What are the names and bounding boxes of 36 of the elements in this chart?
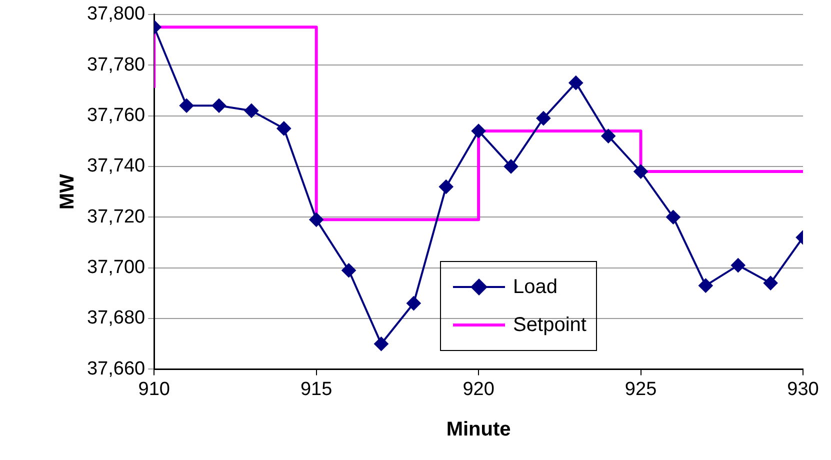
point: [439, 180, 454, 194]
y-tick-label: 37,780: [86, 54, 146, 76]
point: [374, 336, 388, 351]
point: [601, 129, 616, 144]
y-tick-label: 37,740: [86, 156, 146, 177]
point: [504, 159, 518, 174]
x-axis-title: Minute: [446, 418, 511, 441]
point: [764, 276, 778, 290]
point: [212, 98, 226, 113]
point: [666, 210, 680, 224]
point: [309, 212, 324, 227]
y-tick-label: 37,660: [86, 358, 146, 380]
y-tick-label: 37,680: [86, 308, 146, 329]
x-tick-label: 915: [300, 378, 332, 400]
point: [731, 258, 746, 272]
point: [276, 121, 291, 136]
y-tick-label: 37,720: [86, 206, 146, 228]
legend-label: Setpoint: [513, 314, 586, 337]
point: [342, 263, 356, 278]
x-tick-label: 930: [787, 378, 819, 400]
x-tick-label: 910: [138, 378, 170, 400]
y-tick-label: 37,700: [86, 257, 146, 278]
y-tick-label: 37,800: [86, 4, 146, 25]
point: [536, 111, 550, 126]
y-tick-label: 37,760: [86, 105, 146, 126]
legend-label: Load: [513, 276, 558, 299]
x-tick-label: 920: [462, 378, 494, 400]
point: [698, 278, 713, 293]
point: [180, 98, 194, 113]
point: [634, 164, 648, 179]
y-axis-title: MW: [56, 174, 79, 210]
point: [568, 76, 583, 90]
x-tick-label: 925: [624, 378, 657, 400]
point: [406, 296, 421, 310]
point: [472, 124, 486, 138]
point: [244, 104, 258, 118]
